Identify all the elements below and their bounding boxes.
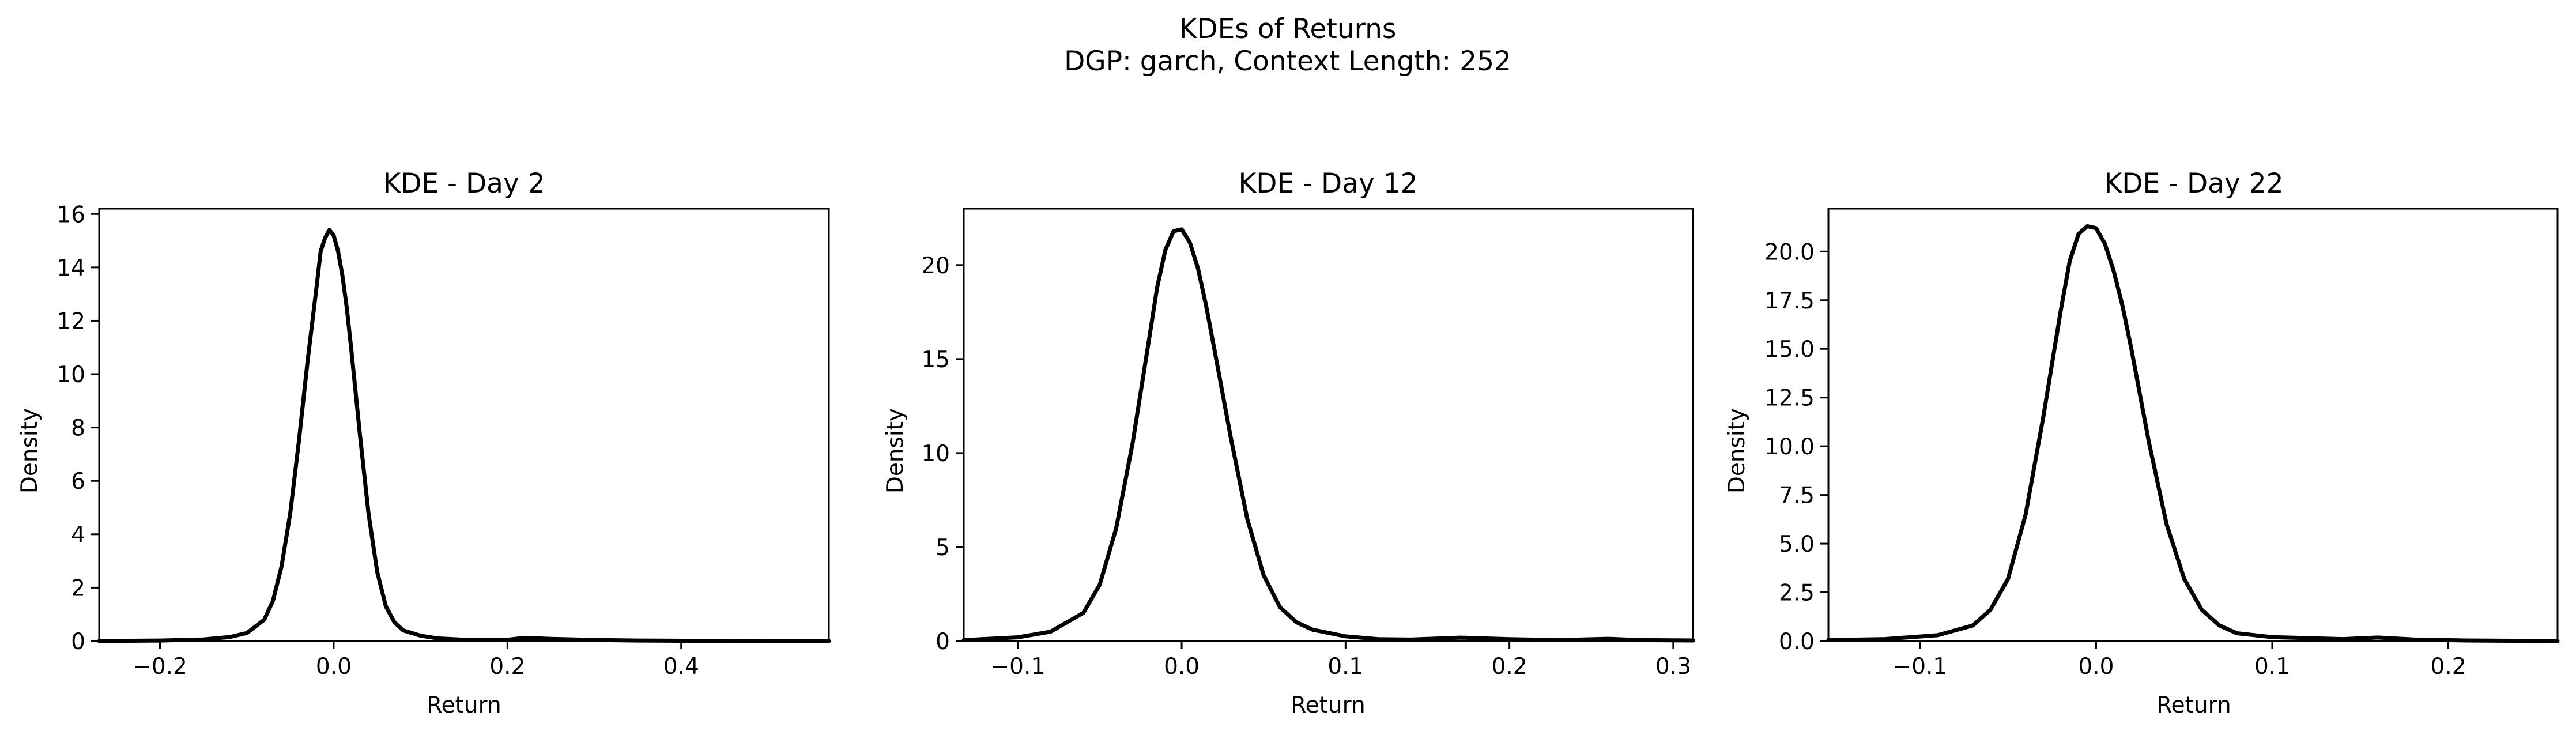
y-tick-label: 16: [56, 202, 85, 228]
y-tick-label: 0: [71, 629, 85, 655]
y-tick-label: 5: [936, 535, 950, 561]
y-tick-label: 0.0: [1779, 629, 1815, 655]
y-tick-label: 2.5: [1779, 581, 1815, 606]
y-tick-label: 6: [71, 469, 85, 495]
subplot-day-12: KDE - Day 12 Return Density −0.1 0.0 0.1 0.…: [882, 168, 1695, 718]
y-tick-label: 20: [921, 253, 950, 279]
y-tick-label: 17.5: [1764, 288, 1815, 314]
subplot-day-2: KDE - Day 2 Return Density −0.2 0.0 0.2 0.4…: [17, 168, 831, 718]
y-tick-label: 10: [921, 441, 950, 467]
subplot-title: KDE - Day 22: [2104, 168, 2283, 199]
x-tick-label: 0.2: [2431, 654, 2466, 680]
x-tick-label: 0.0: [1164, 654, 1200, 680]
x-tick-label: 0.0: [2078, 654, 2114, 680]
x-tick-label: −0.2: [133, 654, 187, 680]
x-tick-label: 0.1: [2254, 654, 2290, 680]
x-tick-label: 0.0: [316, 654, 352, 680]
kde-curve: [961, 227, 1695, 643]
y-tick-label: 20.0: [1764, 239, 1815, 265]
x-tick-label: 0.4: [663, 654, 699, 680]
x-axis-label: Return: [427, 692, 501, 718]
y-axis-label: Density: [17, 408, 43, 493]
y-tick-label: 12.5: [1764, 386, 1815, 412]
y-axis-label: Density: [882, 408, 908, 493]
kde-curve: [97, 228, 831, 643]
y-tick-label: 7.5: [1779, 483, 1815, 509]
x-axis-label: Return: [1291, 692, 1365, 718]
y-tick-label: 8: [71, 416, 85, 442]
x-axis-label: Return: [2156, 692, 2231, 718]
figure-subtitle: DGP: garch, Context Length: 252: [1064, 46, 1511, 77]
axes-frame: [1827, 208, 2559, 642]
subplot-title: KDE - Day 2: [383, 168, 545, 199]
y-tick-label: 14: [56, 255, 85, 281]
x-tick-label: 0.1: [1327, 654, 1363, 680]
kde-curve: [1826, 224, 2560, 643]
y-tick-label: 10.0: [1764, 434, 1815, 460]
x-tick-label: 0.2: [489, 654, 525, 680]
x-tick-label: −0.1: [990, 654, 1045, 680]
x-tick-label: 0.2: [1492, 654, 1528, 680]
x-tick-label: −0.1: [1893, 654, 1948, 680]
y-tick-label: 15.0: [1764, 337, 1815, 363]
y-tick-label: 5.0: [1779, 532, 1815, 557]
y-tick-label: 12: [56, 308, 85, 334]
axes-frame: [98, 208, 830, 642]
y-tick-label: 4: [71, 522, 85, 548]
y-tick-label: 0: [936, 629, 950, 655]
axes-frame: [963, 208, 1694, 642]
y-tick-label: 10: [56, 362, 85, 388]
y-tick-label: 15: [921, 347, 950, 373]
x-tick-label: 0.3: [1655, 654, 1691, 680]
subplot-day-22: KDE - Day 22 Return Density −0.1 0.0 0.1 0.…: [1724, 168, 2560, 718]
y-tick-label: 2: [71, 575, 85, 601]
subplot-title: KDE - Day 12: [1238, 168, 1417, 199]
y-axis-label: Density: [1724, 408, 1750, 493]
figure-suptitle: KDEs of Returns: [1179, 13, 1397, 45]
